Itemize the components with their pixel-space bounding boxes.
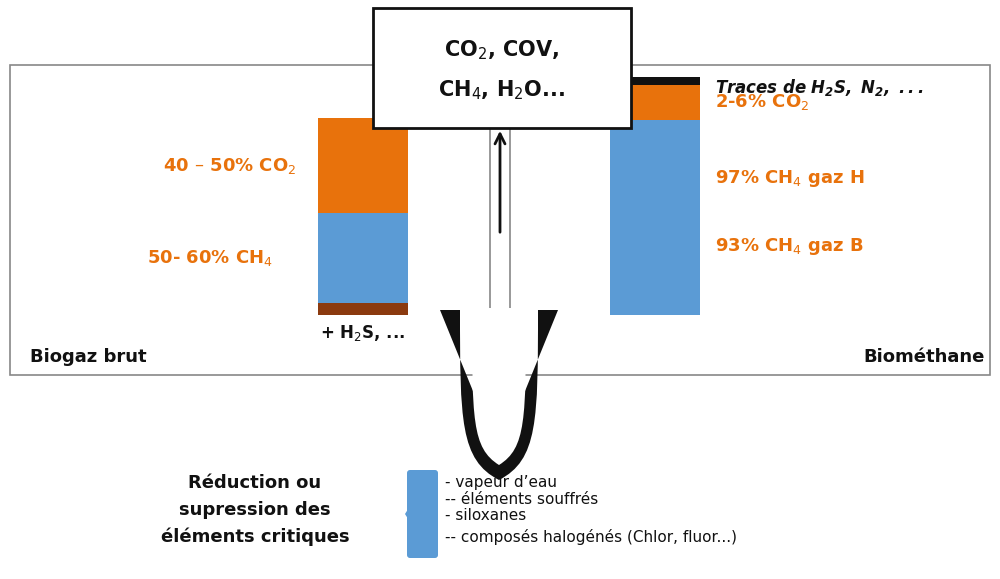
Text: 93% CH$_4$ gaz B: 93% CH$_4$ gaz B xyxy=(715,236,864,257)
Text: Biogaz brut: Biogaz brut xyxy=(30,348,147,366)
Polygon shape xyxy=(405,506,410,522)
Text: -- éléments souffrés: -- éléments souffrés xyxy=(445,492,598,507)
Text: - vapeur d’eau: - vapeur d’eau xyxy=(445,475,557,489)
Text: CH$_4$, H$_2$O...: CH$_4$, H$_2$O... xyxy=(438,78,566,102)
Text: $\bfit{Traces\ de\ H_2S,\ N_2,\ ...}$: $\bfit{Traces\ de\ H_2S,\ N_2,\ ...}$ xyxy=(715,76,923,97)
Text: - siloxanes: - siloxanes xyxy=(445,508,526,523)
Text: 97% CH$_4$ gaz H: 97% CH$_4$ gaz H xyxy=(715,168,865,189)
Bar xyxy=(10,65,490,375)
Bar xyxy=(610,77,700,85)
Bar xyxy=(610,120,700,315)
Bar xyxy=(610,85,700,120)
Text: 2-6% CO$_2$: 2-6% CO$_2$ xyxy=(715,93,809,112)
Text: Réduction ou
supression des
éléments critiques: Réduction ou supression des éléments cri… xyxy=(161,474,349,546)
Text: CO$_2$, COV,: CO$_2$, COV, xyxy=(444,38,560,62)
Text: Biométhane: Biométhane xyxy=(864,348,985,366)
Bar xyxy=(510,65,990,375)
FancyBboxPatch shape xyxy=(407,470,438,558)
Text: 50- 60% CH$_4$: 50- 60% CH$_4$ xyxy=(147,248,273,268)
PathPatch shape xyxy=(472,308,526,465)
Text: + H$_2$S, ...: + H$_2$S, ... xyxy=(320,323,406,343)
Bar xyxy=(318,303,408,315)
Bar xyxy=(318,118,408,213)
Bar xyxy=(318,213,408,303)
PathPatch shape xyxy=(440,310,558,480)
Text: -- composés halogénés (Chlor, fluor...): -- composés halogénés (Chlor, fluor...) xyxy=(445,529,737,545)
Bar xyxy=(373,8,631,128)
Text: 40 – 50% CO$_2$: 40 – 50% CO$_2$ xyxy=(163,156,297,175)
